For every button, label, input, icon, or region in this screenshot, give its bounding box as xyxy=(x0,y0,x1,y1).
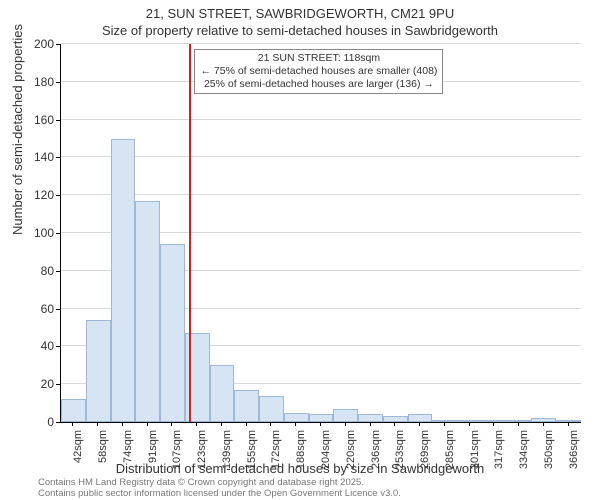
chart-container: 21, SUN STREET, SAWBRIDGEWORTH, CM21 9PU… xyxy=(0,0,600,500)
histogram-bar xyxy=(234,390,259,422)
x-tick-label: 269sqm xyxy=(419,430,431,480)
x-tick-label: 58sqm xyxy=(97,430,109,480)
y-tick-label: 180 xyxy=(4,76,54,88)
x-tick-label: 107sqm xyxy=(171,430,183,480)
x-tick-label: 253sqm xyxy=(394,430,406,480)
x-tick-label: 42sqm xyxy=(72,430,84,480)
y-tick-mark xyxy=(56,309,60,310)
gridline xyxy=(61,43,581,44)
y-tick-mark xyxy=(56,44,60,45)
x-tick-mark xyxy=(543,422,544,426)
chart-title-line1: 21, SUN STREET, SAWBRIDGEWORTH, CM21 9PU xyxy=(0,6,600,21)
x-tick-label: 139sqm xyxy=(221,430,233,480)
y-tick-mark xyxy=(56,384,60,385)
x-tick-mark xyxy=(97,422,98,426)
x-tick-label: 204sqm xyxy=(320,430,332,480)
x-tick-label: 236sqm xyxy=(370,430,382,480)
y-tick-label: 20 xyxy=(4,378,54,390)
annotation-box: 21 SUN STREET: 118sqm← 75% of semi-detac… xyxy=(194,49,443,94)
x-tick-label: 285sqm xyxy=(444,430,456,480)
histogram-bar xyxy=(160,244,185,422)
histogram-bar xyxy=(210,365,235,422)
histogram-bar xyxy=(358,414,383,422)
x-tick-mark xyxy=(246,422,247,426)
histogram-bar xyxy=(457,420,482,422)
histogram-bar xyxy=(259,396,284,422)
x-tick-mark xyxy=(196,422,197,426)
plot-area: 21 SUN STREET: 118sqm← 75% of semi-detac… xyxy=(60,44,581,423)
histogram-bar xyxy=(333,409,358,422)
histogram-bar xyxy=(408,414,433,422)
x-tick-mark xyxy=(370,422,371,426)
y-tick-mark xyxy=(56,271,60,272)
y-tick-label: 140 xyxy=(4,151,54,163)
x-tick-mark xyxy=(568,422,569,426)
histogram-bar xyxy=(556,420,581,422)
x-tick-mark xyxy=(469,422,470,426)
x-tick-mark xyxy=(171,422,172,426)
y-tick-label: 100 xyxy=(4,227,54,239)
histogram-bar xyxy=(135,201,160,422)
chart-title-line2: Size of property relative to semi-detach… xyxy=(0,23,600,38)
x-tick-mark xyxy=(270,422,271,426)
histogram-bar xyxy=(432,420,457,422)
gridline xyxy=(61,194,581,195)
x-tick-mark xyxy=(320,422,321,426)
footer-line2: Contains public sector information licen… xyxy=(38,489,401,500)
y-tick-mark xyxy=(56,346,60,347)
x-tick-label: 91sqm xyxy=(147,430,159,480)
histogram-bar xyxy=(86,320,111,422)
x-tick-label: 155sqm xyxy=(246,430,258,480)
y-tick-mark xyxy=(56,82,60,83)
x-tick-mark xyxy=(518,422,519,426)
annotation-line3: 25% of semi-detached houses are larger (… xyxy=(200,78,437,91)
gridline xyxy=(61,119,581,120)
x-tick-label: 366sqm xyxy=(568,430,580,480)
x-tick-mark xyxy=(147,422,148,426)
y-tick-label: 60 xyxy=(4,303,54,315)
x-tick-label: 123sqm xyxy=(196,430,208,480)
y-tick-mark xyxy=(56,120,60,121)
x-tick-label: 334sqm xyxy=(518,430,530,480)
annotation-line2: ← 75% of semi-detached houses are smalle… xyxy=(200,65,437,78)
annotation-line1: 21 SUN STREET: 118sqm xyxy=(200,52,437,65)
y-tick-mark xyxy=(56,195,60,196)
histogram-bar xyxy=(61,399,86,422)
x-tick-label: 172sqm xyxy=(270,430,282,480)
x-tick-mark xyxy=(493,422,494,426)
x-tick-label: 188sqm xyxy=(295,430,307,480)
x-tick-mark xyxy=(122,422,123,426)
x-tick-mark xyxy=(394,422,395,426)
y-tick-label: 0 xyxy=(4,416,54,428)
x-tick-label: 317sqm xyxy=(493,430,505,480)
y-tick-label: 120 xyxy=(4,189,54,201)
y-axis-label: Number of semi-detached properties xyxy=(10,24,25,235)
histogram-bar xyxy=(284,413,309,422)
x-tick-label: 301sqm xyxy=(469,430,481,480)
x-tick-mark xyxy=(345,422,346,426)
y-tick-label: 200 xyxy=(4,38,54,50)
x-tick-mark xyxy=(72,422,73,426)
histogram-bar xyxy=(309,414,334,422)
x-tick-label: 350sqm xyxy=(543,430,555,480)
x-tick-mark xyxy=(221,422,222,426)
y-tick-mark xyxy=(56,233,60,234)
y-tick-label: 80 xyxy=(4,265,54,277)
gridline xyxy=(61,156,581,157)
y-tick-label: 40 xyxy=(4,340,54,352)
x-tick-label: 220sqm xyxy=(345,430,357,480)
y-tick-mark xyxy=(56,422,60,423)
attribution-footer: Contains HM Land Registry data © Crown c… xyxy=(38,478,401,500)
x-tick-mark xyxy=(419,422,420,426)
property-marker-line xyxy=(189,44,191,422)
histogram-bar xyxy=(111,139,136,423)
histogram-bar xyxy=(531,418,556,422)
x-tick-label: 74sqm xyxy=(122,430,134,480)
y-tick-label: 160 xyxy=(4,114,54,126)
x-tick-mark xyxy=(444,422,445,426)
y-tick-mark xyxy=(56,157,60,158)
x-tick-mark xyxy=(295,422,296,426)
